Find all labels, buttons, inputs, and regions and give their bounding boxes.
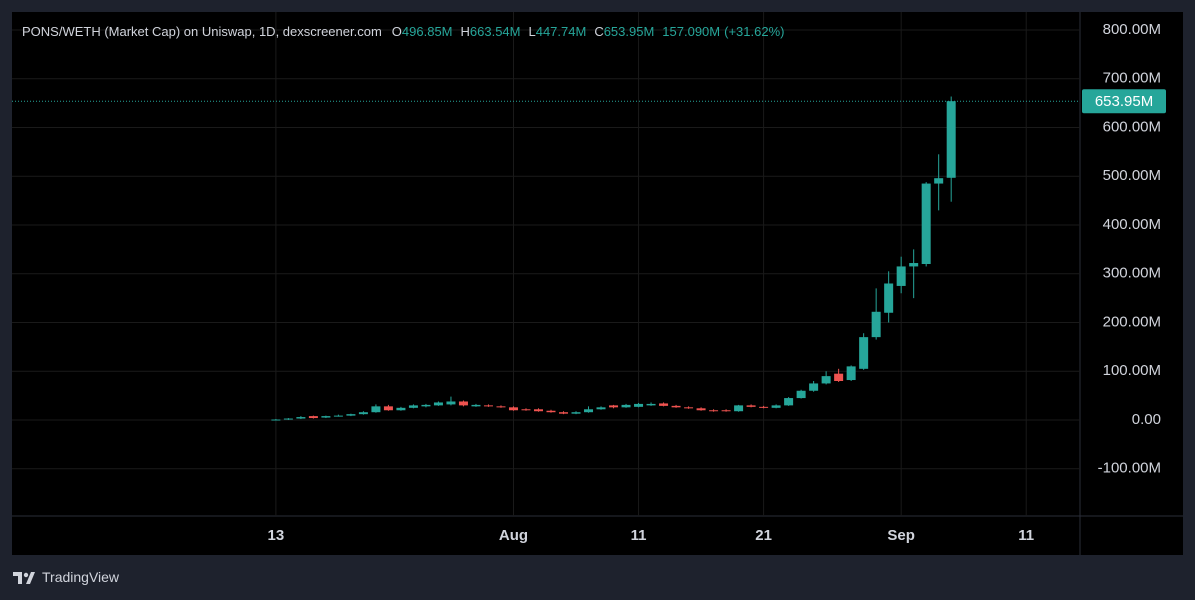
tradingview-logo: TradingView xyxy=(13,569,120,585)
candle-body xyxy=(296,417,306,419)
footer-brand: TradingView xyxy=(42,569,120,585)
candle-body xyxy=(321,416,331,418)
candle-body xyxy=(846,366,856,381)
legend-value: 447.74M xyxy=(536,24,587,39)
candle-body xyxy=(408,405,418,408)
candle-body xyxy=(483,405,493,407)
candle-body xyxy=(283,418,293,420)
candle-body xyxy=(859,337,869,369)
last-price-badge xyxy=(1082,89,1166,114)
candle-body xyxy=(921,183,931,264)
candle-body xyxy=(421,404,431,407)
chart-header: PONS/WETH (Market Cap) on Uniswap, 1D, d… xyxy=(22,24,784,39)
candle-body xyxy=(684,407,694,409)
logo-dot xyxy=(23,572,29,578)
legend-value: 496.85M xyxy=(402,24,453,39)
legend-value: 653.95M xyxy=(604,24,655,39)
x-tick-label: 11 xyxy=(1018,527,1034,544)
y-tick-label: 200.00M xyxy=(1103,313,1161,330)
candle-body xyxy=(571,412,581,414)
plot-background xyxy=(12,12,1183,555)
x-tick-label: 21 xyxy=(755,527,772,544)
candle-body xyxy=(759,406,769,408)
candle-body xyxy=(896,266,906,286)
candle-body xyxy=(596,407,606,410)
candle-body xyxy=(533,409,543,412)
x-tick-label: Sep xyxy=(887,527,915,544)
candle-body xyxy=(446,401,456,405)
candle-body xyxy=(609,405,619,408)
legend-change-pct: (+31.62%) xyxy=(724,24,784,39)
candles xyxy=(271,96,956,421)
candle-body xyxy=(333,415,343,417)
legend-change: 157.090M xyxy=(662,24,720,39)
y-tick-label: 800.00M xyxy=(1103,21,1161,38)
y-tick-label: 600.00M xyxy=(1103,118,1161,135)
candle-body xyxy=(784,398,794,406)
candle-body xyxy=(934,178,944,184)
candle-body xyxy=(734,405,744,412)
legend-key: H xyxy=(461,24,470,39)
candle-body xyxy=(646,403,656,406)
candle-body xyxy=(308,416,318,419)
x-tick-label: 13 xyxy=(268,527,285,544)
legend-key: L xyxy=(528,24,535,39)
candle-body xyxy=(358,412,368,415)
candle-body xyxy=(496,406,506,408)
chart-title: PONS/WETH (Market Cap) on Uniswap, 1D, d… xyxy=(22,24,382,39)
candle-body xyxy=(546,410,556,413)
candle-body xyxy=(346,414,356,416)
candle-body xyxy=(796,390,806,399)
y-tick-label: 500.00M xyxy=(1103,167,1161,184)
candle-body xyxy=(946,101,956,178)
legend-key: C xyxy=(594,24,603,39)
x-tick-label: 11 xyxy=(631,527,647,544)
candle-body xyxy=(371,406,381,413)
candle-body xyxy=(721,410,731,412)
y-tick-label: 100.00M xyxy=(1103,362,1161,379)
candle-body xyxy=(458,401,468,406)
candle-body xyxy=(809,383,819,391)
candle-body xyxy=(746,405,756,407)
last-price-label: 653.95M xyxy=(1095,93,1153,110)
candle-body xyxy=(559,412,569,414)
legend-key: O xyxy=(392,24,402,39)
candle-body xyxy=(884,283,894,313)
y-tick-label: 400.00M xyxy=(1103,216,1161,233)
candle-body xyxy=(521,409,531,411)
candle-body xyxy=(696,408,706,411)
candle-body xyxy=(396,407,406,411)
y-tick-label: -100.00M xyxy=(1098,460,1161,477)
candle-body xyxy=(508,407,518,411)
candle-body xyxy=(621,404,631,408)
legend-value: 663.54M xyxy=(470,24,521,39)
y-tick-label: 700.00M xyxy=(1103,70,1161,87)
candle-body xyxy=(271,419,281,421)
x-tick-label: Aug xyxy=(499,527,528,544)
candle-body xyxy=(584,409,594,413)
logo-mark xyxy=(13,572,35,584)
candle-body xyxy=(821,376,831,384)
candle-body xyxy=(433,402,443,406)
candle-body xyxy=(671,405,681,408)
candle-body xyxy=(659,403,669,406)
candle-body xyxy=(871,311,881,338)
candle-body xyxy=(909,263,919,267)
candle-body xyxy=(834,373,844,382)
candle-body xyxy=(709,410,719,412)
candle-body xyxy=(771,405,781,408)
candle-body xyxy=(383,406,393,411)
candle-body xyxy=(471,404,481,407)
candle-body xyxy=(634,403,644,407)
y-tick-label: 300.00M xyxy=(1103,265,1161,282)
y-tick-label: 0.00 xyxy=(1132,411,1161,428)
